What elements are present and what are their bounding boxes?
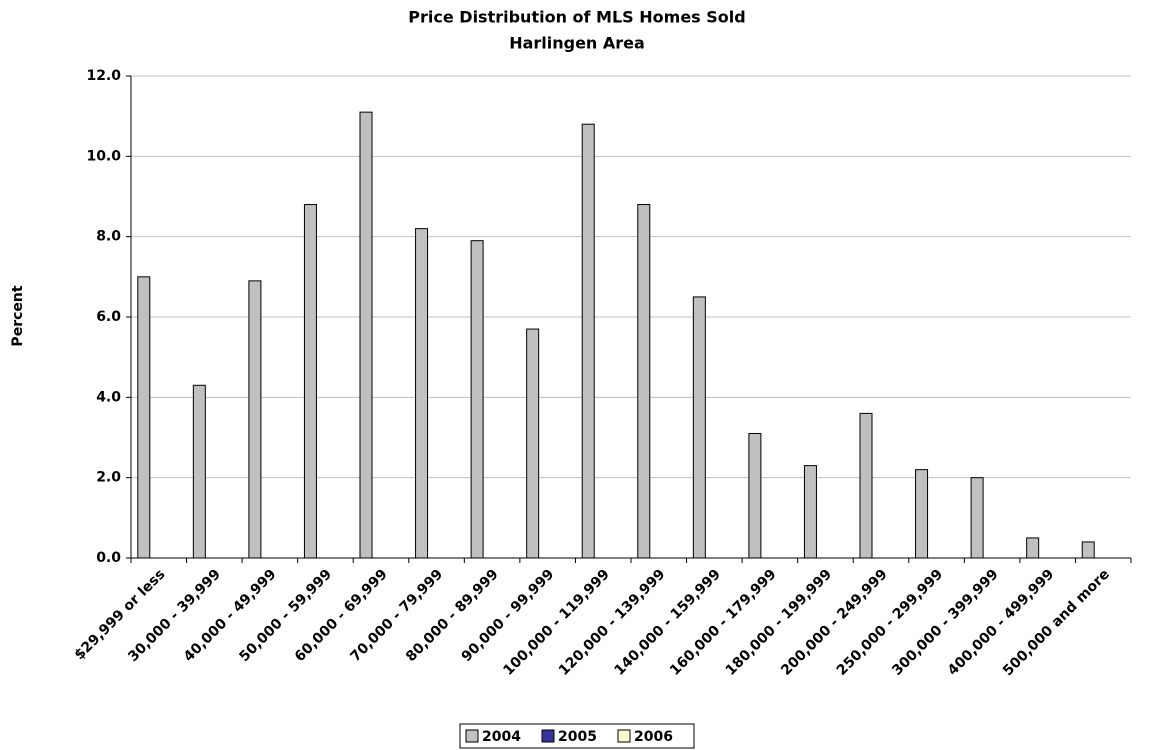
bar	[303, 204, 317, 559]
x-tick-label: 90,000 - 99,999	[459, 566, 558, 665]
bar	[1081, 541, 1095, 559]
y-tick-label: 2.0	[96, 470, 121, 486]
bar	[137, 276, 151, 559]
bar	[581, 123, 595, 559]
x-tick-label: 160,000 - 179,999	[667, 566, 779, 678]
legend-swatch	[541, 729, 555, 743]
x-tick-label: 30,000 - 39,999	[125, 566, 224, 665]
bar	[248, 280, 262, 559]
bar	[748, 432, 762, 559]
bar	[637, 204, 651, 559]
x-tick-label: 50,000 - 59,999	[236, 566, 335, 665]
legend-label: 2004	[482, 729, 521, 745]
legend-label: 2006	[634, 729, 673, 745]
bar	[915, 469, 929, 559]
legend-label: 2005	[558, 729, 597, 745]
legend-swatch	[617, 729, 631, 743]
bar	[470, 240, 484, 559]
bar	[526, 328, 540, 559]
x-tick-label: 40,000 - 49,999	[181, 566, 280, 665]
x-tick-label: 200,000 - 249,999	[778, 566, 890, 678]
x-tick-label: 70,000 - 79,999	[347, 566, 446, 665]
y-tick-label: 12.0	[86, 68, 121, 84]
x-tick-label: 60,000 - 69,999	[292, 566, 391, 665]
y-tick-label: 0.0	[96, 550, 121, 566]
legend-box	[459, 723, 695, 749]
y-tick-label: 4.0	[96, 389, 121, 405]
x-tick-label: 300,000 - 399,999	[889, 566, 1001, 678]
bar	[859, 412, 873, 559]
x-tick-label: 80,000 - 89,999	[403, 566, 502, 665]
x-tick-label: 400,000 - 499,999	[945, 566, 1057, 678]
bar	[692, 296, 706, 559]
bar	[415, 228, 429, 559]
y-tick-label: 6.0	[96, 309, 121, 325]
bar	[359, 111, 373, 559]
x-tick-label: 100,000 - 119,999	[500, 566, 612, 678]
bar	[1026, 537, 1040, 559]
legend: 2004 2005 2006	[459, 723, 695, 749]
chart-title: Price Distribution of MLS Homes Sold	[408, 8, 745, 27]
x-tick-label: $29,999 or less	[72, 566, 169, 663]
y-tick-label: 10.0	[86, 148, 121, 164]
x-tick-label: 180,000 - 199,999	[723, 566, 835, 678]
bar	[970, 477, 984, 559]
x-tick-label: 250,000 - 299,999	[834, 566, 946, 678]
chart-subtitle: Harlingen Area	[509, 34, 645, 53]
bar	[192, 384, 206, 559]
y-tick-label: 8.0	[96, 229, 121, 245]
legend-swatch	[465, 729, 479, 743]
x-tick-label: 140,000 - 159,999	[611, 566, 723, 678]
x-tick-label: 500,000 and more	[1000, 566, 1113, 679]
bar	[803, 465, 817, 559]
y-axis-label: Percent	[10, 285, 26, 346]
x-tick-label: 120,000 - 139,999	[556, 566, 668, 678]
